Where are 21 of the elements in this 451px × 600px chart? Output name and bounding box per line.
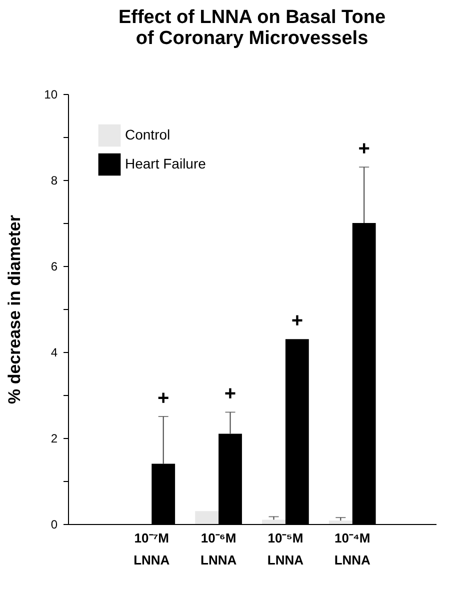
annotation: +	[224, 383, 236, 406]
y-axis-title: % decrease in diameter	[5, 214, 24, 404]
y-tick-label: 6	[50, 260, 58, 274]
bar	[262, 520, 286, 524]
annotation: +	[158, 388, 170, 410]
legend-label: Heart Failure	[125, 156, 206, 172]
y-tick-label: 8	[50, 174, 58, 188]
bar	[195, 511, 219, 524]
x-tick-label: 10⁻⁷M LNNA	[134, 530, 170, 568]
x-tick-label: 10⁻⁵M LNNA	[267, 530, 304, 568]
y-tick-label: 10	[44, 88, 58, 102]
annotation: +	[291, 310, 304, 332]
x-tick-label: 10⁻⁶M LNNA	[200, 530, 238, 568]
legend-label: Control	[125, 126, 170, 142]
annotation: +	[358, 138, 370, 160]
y-tick-label: 2	[50, 432, 58, 446]
x-tick-label: 10⁻⁴M LNNA	[334, 530, 372, 568]
y-tick-label: 0	[50, 518, 58, 532]
bar	[328, 520, 352, 524]
chart-title: Effect of LNNA on Basal Tone of Coronary Microvessels	[118, 7, 386, 49]
y-tick-label: 4	[50, 346, 58, 360]
